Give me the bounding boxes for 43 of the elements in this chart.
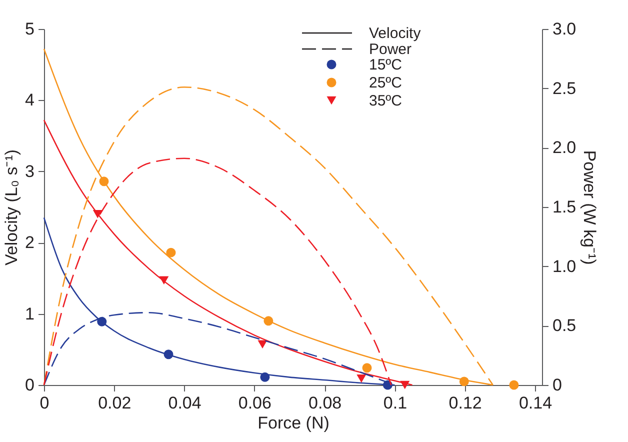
point [459,376,469,386]
point [509,380,519,390]
point [264,316,274,326]
y-axis-title: Velocity (L₀ s⁻¹) [2,149,22,266]
y-tick-label: 2 [25,233,34,252]
y2-tick-label: 3.0 [552,20,576,38]
y2-tick-label: 0.5 [552,316,576,336]
point [258,340,268,349]
x-tick-label: 0.02 [98,394,132,412]
point [400,380,410,390]
y-tick-label: 0 [25,376,34,394]
y2-tick-label: 0 [552,376,562,394]
x-tick-label: 0.12 [448,394,482,412]
point [99,176,109,186]
legend-label: 35ºC [369,92,402,110]
y-tick-label: 4 [25,90,34,110]
point [164,350,174,360]
y-tick-label: 3 [25,162,34,181]
y-tick-label: 5 [25,20,34,38]
line-series [43,119,413,386]
x-tick-label: 0.08 [308,394,342,412]
point [166,248,176,258]
y2-tick-label: 2.0 [552,138,576,158]
y2-tick-label: 1.5 [552,198,576,216]
legend-label: 15ºC [369,56,402,74]
y2-tick-label: 1.0 [552,256,576,276]
x-tick-label: 0.1 [383,394,408,412]
x-tick-label: 0.06 [238,394,272,412]
annotation: Power [369,41,412,58]
y2-tick-label: 2.5 [552,78,576,98]
point [260,372,270,382]
y2-axis-title: Power (W kg⁻¹) [580,150,600,265]
y-tick-label: 1 [25,304,34,324]
legend-label: 25ºC [369,74,402,92]
point [92,210,102,218]
annotation: Velocity [369,25,422,42]
point [356,374,366,383]
x-axis-title: Force (N) [258,414,330,432]
x-tick-label: 0 [40,394,50,412]
point [159,276,169,284]
point [362,363,372,373]
x-tick-label: 0.04 [168,394,202,412]
x-tick-label: 0.14 [518,394,552,412]
